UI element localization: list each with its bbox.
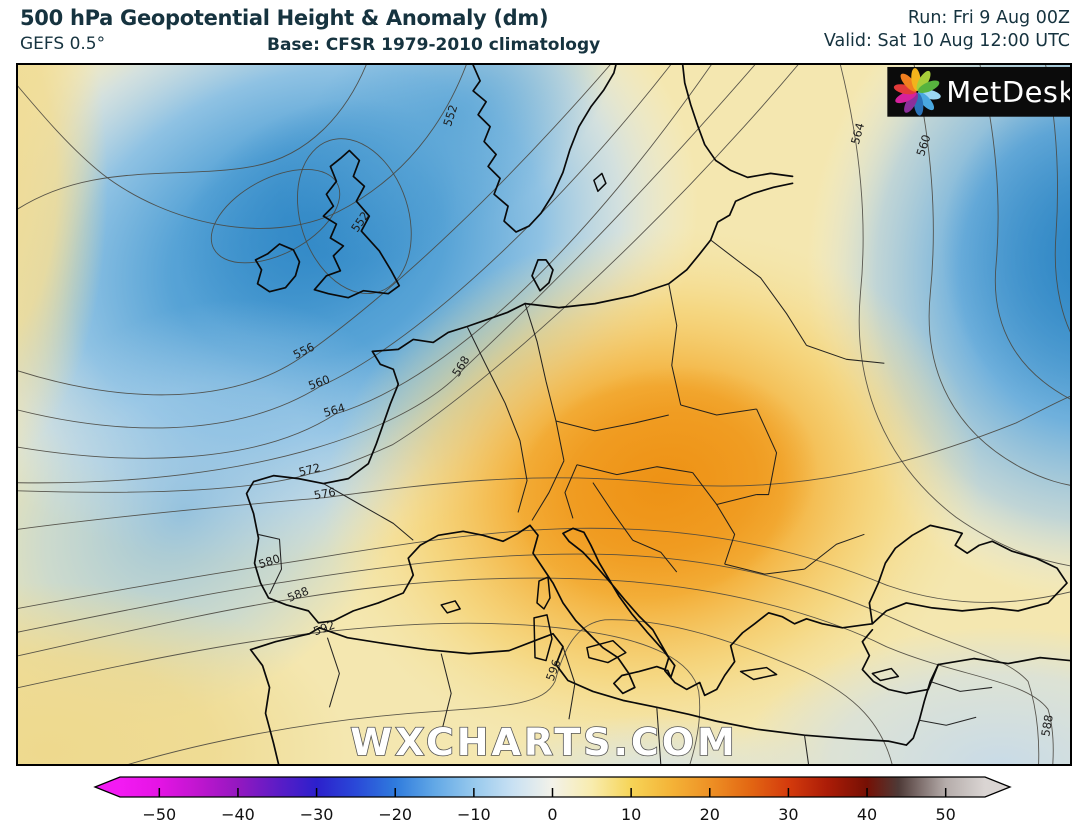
pinwheel-petal	[917, 92, 935, 111]
logo-wordmark: MetDesk	[946, 75, 1070, 109]
colorbar-tick-label: 40	[857, 805, 877, 824]
anomaly-colorbar: −50 −40 −30 −20 −10 0 10 20 30 40 50	[93, 776, 1012, 824]
colorbar-tick-label: 30	[778, 805, 798, 824]
watermark: WXCHARTS.COM	[350, 720, 737, 764]
contour-label: 564	[848, 121, 867, 146]
anomaly-shading	[18, 65, 1070, 764]
pinwheel-petal	[918, 80, 940, 94]
contour-label: 588	[1038, 714, 1056, 738]
page-title: 500 hPa Geopotential Height & Anomaly (d…	[20, 6, 549, 30]
colorbar-tick-label: −30	[300, 805, 334, 824]
contour-label: 580	[257, 551, 282, 571]
colorbar-gradient	[120, 777, 985, 797]
map-canvas: 552 552 556 560 564 568 572 576 580 588 592 596 564 5…	[16, 63, 1072, 766]
pinwheel-petal	[904, 92, 919, 113]
model-label: GEFS 0.5°	[20, 34, 106, 54]
contour-lines	[18, 65, 1070, 764]
colorbar-left-arrow	[95, 777, 120, 797]
valid-time-label: Valid: Sat 10 Aug 12:00 UTC	[823, 31, 1070, 51]
contour-label: 560	[913, 133, 933, 158]
colorbar-outline	[93, 776, 1012, 798]
country-borders	[257, 239, 993, 764]
pinwheel-petal	[916, 70, 931, 92]
contour-label: 572	[297, 460, 322, 479]
contour-label: 576	[313, 485, 337, 503]
colorbar-tick-label: 20	[700, 805, 720, 824]
colorbar-tick-label: 50	[936, 805, 956, 824]
colorbar-tick-label: −10	[457, 805, 491, 824]
base-climatology-label: Base: CFSR 1979-2010 climatology	[267, 35, 601, 55]
colorbar-tick-label: −20	[378, 805, 412, 824]
contour-label: 552	[440, 103, 460, 128]
run-time-label: Run: Fri 9 Aug 00Z	[907, 8, 1070, 28]
colorbar-ticks	[158, 788, 947, 797]
colorbar-tick-label: 10	[621, 805, 641, 824]
colorbar-tick-labels: −50 −40 −30 −20 −10 0 10 20 30 40 50	[142, 805, 955, 824]
colorbar-tick-label: −50	[142, 805, 176, 824]
colorbar-tick-label: −40	[221, 805, 255, 824]
contour-label: 564	[322, 400, 347, 419]
colorbar-right-arrow	[985, 777, 1010, 797]
colorbar-tick-label: 0	[547, 805, 557, 824]
coastlines	[245, 65, 1070, 764]
metdesk-logo: MetDesk	[887, 66, 1070, 117]
pinwheel-petal	[900, 73, 918, 92]
pinwheel-icon	[893, 68, 941, 116]
